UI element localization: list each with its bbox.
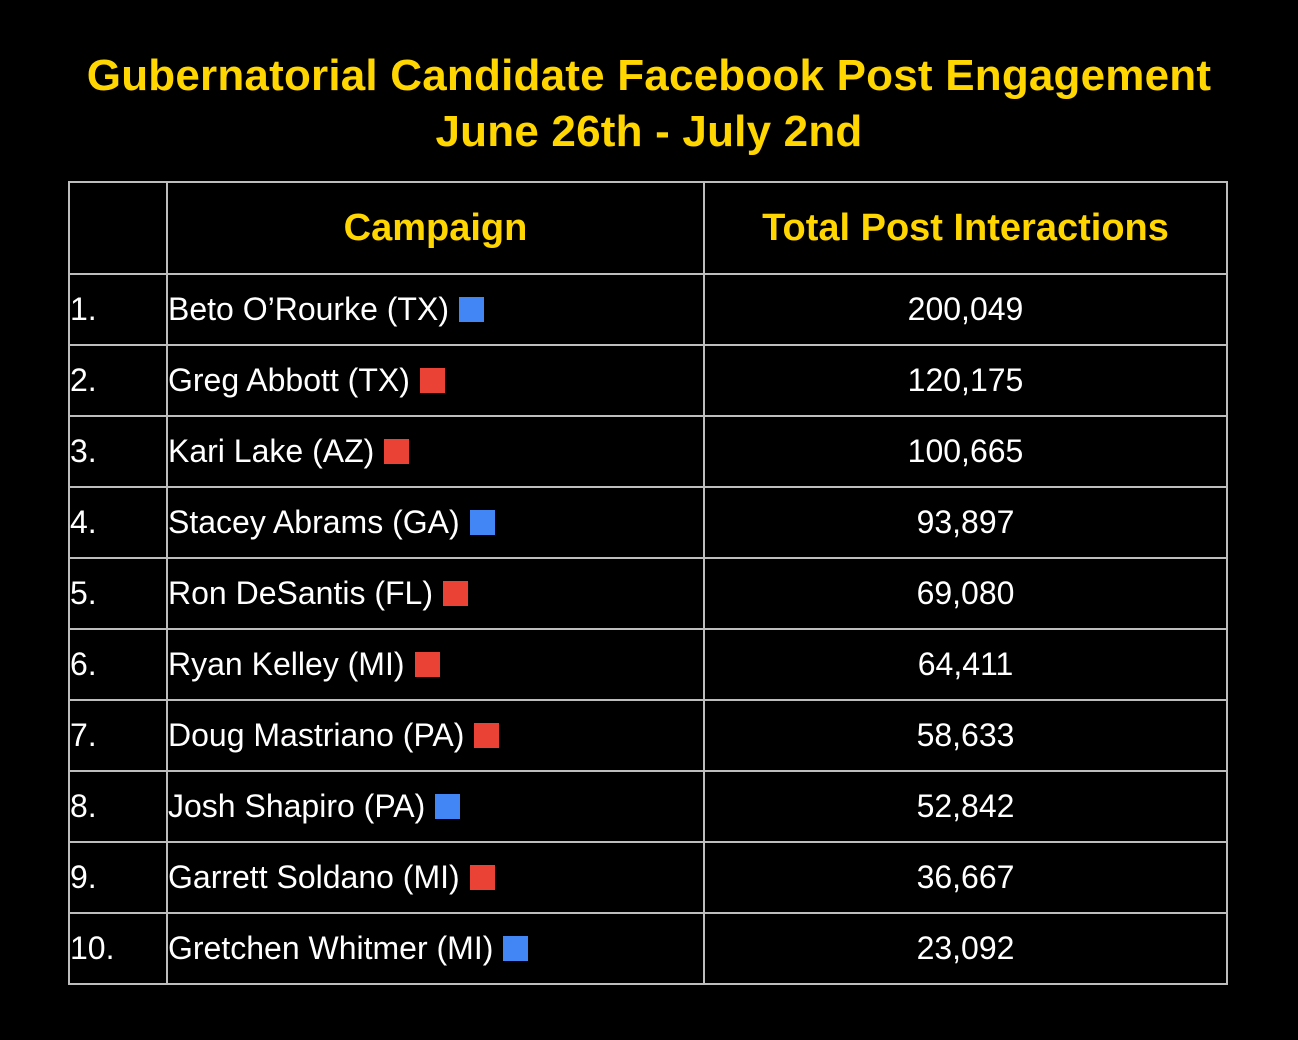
- campaign-name: Ryan Kelley (MI): [168, 646, 405, 682]
- rank-cell: 1.: [68, 273, 168, 346]
- chart-subtitle-date-range: June 26th - July 2nd: [435, 107, 863, 156]
- campaign-name: Garrett Soldano (MI): [168, 859, 460, 895]
- party-color-swatch: [435, 794, 461, 819]
- campaign-cell: Ron DeSantis (FL): [166, 557, 705, 630]
- campaign-cell: Stacey Abrams (GA): [166, 486, 705, 559]
- rank-cell: 6.: [68, 628, 168, 701]
- interactions-cell: 64,411: [703, 628, 1228, 701]
- interactions-cell: 69,080: [703, 557, 1228, 630]
- header-total-post-interactions: Total Post Interactions: [703, 181, 1228, 275]
- campaign-name: Kari Lake (AZ): [168, 433, 375, 469]
- campaign-name: Beto O’Rourke (TX): [168, 291, 449, 327]
- campaign-cell: Beto O’Rourke (TX): [166, 273, 705, 346]
- interactions-cell: 23,092: [703, 912, 1228, 985]
- table-row: 1. Beto O’Rourke (TX) 200,049: [68, 273, 1228, 346]
- campaign-cell: Kari Lake (AZ): [166, 415, 705, 488]
- party-color-swatch: [414, 652, 440, 677]
- campaign-name: Gretchen Whitmer (MI): [168, 930, 494, 966]
- campaign-name: Greg Abbott (TX): [168, 362, 410, 398]
- rank-cell: 9.: [68, 841, 168, 914]
- table-row: 4. Stacey Abrams (GA) 93,897: [68, 486, 1228, 559]
- campaign-cell: Garrett Soldano (MI): [166, 841, 705, 914]
- interactions-cell: 58,633: [703, 699, 1228, 772]
- interactions-cell: 36,667: [703, 841, 1228, 914]
- interactions-cell: 200,049: [703, 273, 1228, 346]
- interactions-cell: 100,665: [703, 415, 1228, 488]
- campaign-name: Josh Shapiro (PA): [168, 788, 426, 824]
- table-row: 5. Ron DeSantis (FL) 69,080: [68, 557, 1228, 630]
- header-campaign: Campaign: [166, 181, 705, 275]
- campaign-name: Ron DeSantis (FL): [168, 575, 433, 611]
- interactions-cell: 120,175: [703, 344, 1228, 417]
- header-rank: [68, 181, 168, 275]
- table-row: 7. Doug Mastriano (PA) 58,633: [68, 699, 1228, 772]
- table-row: 2. Greg Abbott (TX) 120,175: [68, 344, 1228, 417]
- party-color-swatch: [419, 368, 445, 393]
- chart-title: Gubernatorial Candidate Facebook Post En…: [86, 51, 1212, 100]
- campaign-cell: Gretchen Whitmer (MI): [166, 912, 705, 985]
- table-row: 6. Ryan Kelley (MI) 64,411: [68, 628, 1228, 701]
- party-color-swatch: [469, 510, 495, 535]
- party-color-swatch: [384, 439, 410, 464]
- rank-cell: 2.: [68, 344, 168, 417]
- campaign-cell: Doug Mastriano (PA): [166, 699, 705, 772]
- party-color-swatch: [503, 936, 529, 961]
- campaign-cell: Josh Shapiro (PA): [166, 770, 705, 843]
- table-row: 9. Garrett Soldano (MI) 36,667: [68, 841, 1228, 914]
- table-row: 8. Josh Shapiro (PA) 52,842: [68, 770, 1228, 843]
- rank-cell: 3.: [68, 415, 168, 488]
- engagement-table: Campaign Total Post Interactions 1. Beto…: [68, 181, 1228, 985]
- table-row: 10. Gretchen Whitmer (MI) 23,092: [68, 912, 1228, 985]
- campaign-name: Doug Mastriano (PA): [168, 717, 465, 753]
- party-color-swatch: [442, 581, 468, 606]
- rank-cell: 8.: [68, 770, 168, 843]
- party-color-swatch: [469, 865, 495, 890]
- table-row: 3. Kari Lake (AZ) 100,665: [68, 415, 1228, 488]
- campaign-cell: Ryan Kelley (MI): [166, 628, 705, 701]
- rank-cell: 10.: [68, 912, 168, 985]
- campaign-name: Stacey Abrams (GA): [168, 504, 460, 540]
- table-header-row: Campaign Total Post Interactions: [68, 181, 1228, 275]
- campaign-cell: Greg Abbott (TX): [166, 344, 705, 417]
- rank-cell: 7.: [68, 699, 168, 772]
- party-color-swatch: [458, 297, 484, 322]
- interactions-cell: 93,897: [703, 486, 1228, 559]
- rank-cell: 5.: [68, 557, 168, 630]
- interactions-cell: 52,842: [703, 770, 1228, 843]
- party-color-swatch: [474, 723, 500, 748]
- rank-cell: 4.: [68, 486, 168, 559]
